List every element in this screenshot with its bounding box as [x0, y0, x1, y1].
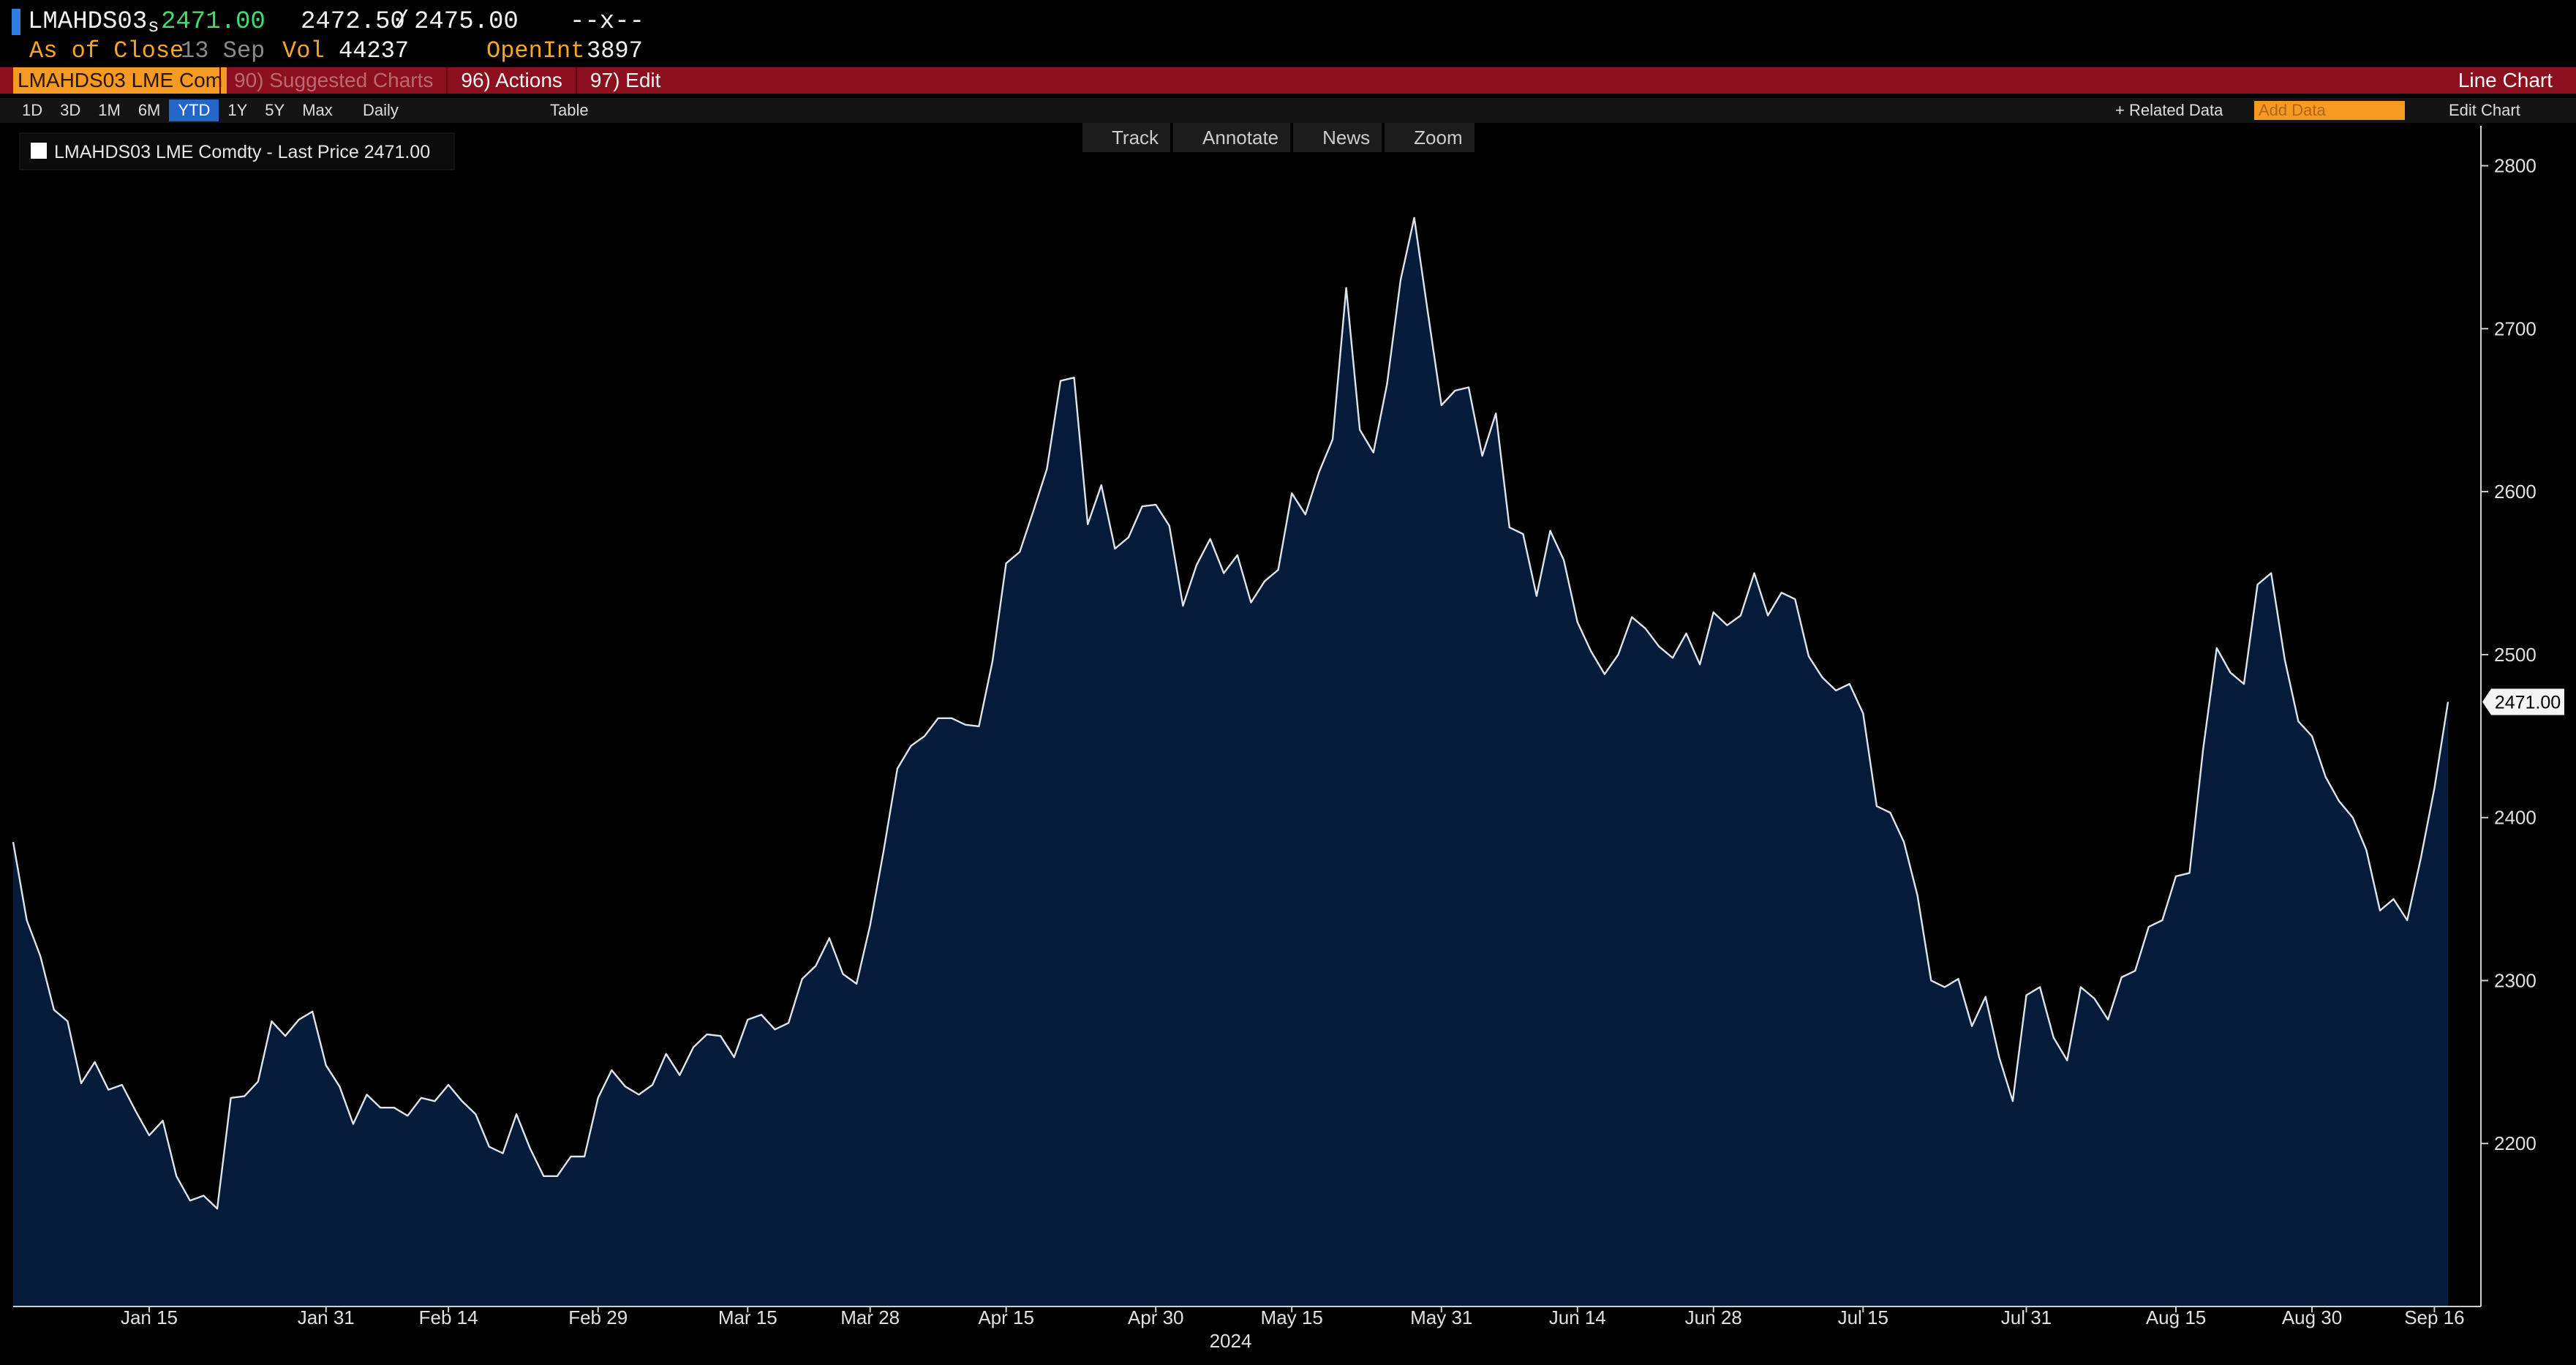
y-tick-label: 2700	[2494, 317, 2537, 339]
x-tick-label: Sep 16	[2404, 1306, 2464, 1328]
last-value-tag	[2482, 688, 2564, 715]
x-tick-label: May 15	[1261, 1306, 1323, 1328]
oi-label: OpenInt	[486, 37, 585, 64]
change: --x--	[570, 8, 645, 36]
ask: 2475.00	[414, 8, 519, 36]
security-field[interactable]: LMAHDS03 LME Com	[13, 67, 227, 94]
chart-kind[interactable]: Line Chart	[2458, 69, 2553, 91]
x-tick-label: May 31	[1410, 1306, 1472, 1328]
chart-tools: Track Annotate News Zoom	[1082, 123, 1477, 152]
as-of-date: 13 Sep	[181, 37, 265, 64]
tool-button[interactable]: News	[1293, 123, 1382, 152]
y-tick-label: 2400	[2494, 807, 2537, 829]
menu-item[interactable]: 96) Actions	[446, 67, 576, 94]
y-tick-label: 2500	[2494, 644, 2537, 666]
menu-item[interactable]: 97) Edit	[575, 67, 674, 94]
menu-item[interactable]: 90) Suggested Charts	[219, 67, 446, 94]
ticker: LMAHDS03	[28, 8, 148, 36]
x-tick-label: Jan 31	[298, 1306, 355, 1328]
legend-swatch	[31, 143, 47, 159]
range-button[interactable]: 1M	[98, 101, 121, 119]
vol-label: Vol	[282, 37, 325, 64]
vol: 44237	[339, 37, 410, 64]
x-tick-label: Feb 29	[568, 1306, 628, 1328]
x-tick-label: Mar 28	[840, 1306, 900, 1328]
last-price: 2471.00	[161, 8, 265, 36]
range-button[interactable]: 1Y	[227, 101, 248, 119]
range-buttons: 1D 3D 1M 6M YTD 1Y 5Y Max	[13, 99, 342, 121]
price-flag: s	[148, 15, 159, 37]
range-button[interactable]: 6M	[138, 101, 161, 119]
x-axis-label: 2024	[1210, 1330, 1252, 1352]
range-button[interactable]: 5Y	[265, 101, 285, 119]
frequency-button[interactable]: Daily	[363, 101, 399, 119]
range-button[interactable]: 3D	[60, 101, 81, 119]
range-button[interactable]: 1D	[22, 101, 43, 119]
x-tick-label: Jun 14	[1549, 1306, 1606, 1328]
x-tick-label: Jul 31	[2001, 1306, 2052, 1328]
x-tick-label: Aug 30	[2282, 1306, 2342, 1328]
y-tick-label: 2800	[2494, 155, 2537, 177]
x-tick-label: Apr 15	[978, 1306, 1034, 1328]
separator: /	[394, 8, 410, 36]
last-value-label: 2471.00	[2495, 692, 2561, 712]
tool-button[interactable]: Track	[1082, 123, 1171, 152]
y-tick-label: 2200	[2494, 1132, 2537, 1154]
x-tick-label: Jun 28	[1685, 1306, 1742, 1328]
legend-label: LMAHDS03 LME Comdty - Last Price 2471.00	[54, 142, 430, 162]
oi: 3897	[587, 37, 643, 64]
x-tick-label: Apr 30	[1128, 1306, 1184, 1328]
x-tick-label: Aug 15	[2146, 1306, 2206, 1328]
add-data-input[interactable]: Add Data	[2254, 101, 2405, 120]
bid: 2472.50	[301, 8, 405, 36]
edit-chart-button[interactable]: Edit Chart	[2449, 101, 2520, 119]
table-button[interactable]: Table	[550, 101, 589, 119]
tool-button[interactable]: Annotate	[1173, 123, 1291, 152]
as-of-label: As of Close	[29, 37, 184, 64]
ticker-marker	[12, 9, 20, 35]
y-tick-label: 2600	[2494, 481, 2537, 503]
x-tick-label: Jan 15	[121, 1306, 178, 1328]
x-tick-label: Mar 15	[718, 1306, 777, 1328]
line	[12, 217, 2449, 1210]
menu-items: 90) Suggested Charts 96) Actions 97) Edit	[219, 67, 674, 94]
x-tick-label: Feb 14	[419, 1306, 478, 1328]
y-tick-label: 2300	[2494, 969, 2537, 991]
legend-box	[19, 132, 455, 170]
related-data-button[interactable]: + Related Data	[2115, 101, 2223, 119]
tool-button[interactable]: Zoom	[1385, 123, 1475, 152]
area	[13, 217, 2448, 1306]
range-button[interactable]: YTD	[169, 99, 219, 121]
menu-bar: LMAHDS03 LME Com 90) Suggested Charts 96)…	[0, 67, 2576, 94]
toolbar: 1D 3D 1M 6M YTD 1Y 5Y Max Daily Table + Related…	[0, 98, 2576, 123]
x-tick-label: Jul 15	[1838, 1306, 1888, 1328]
range-button[interactable]: Max	[302, 101, 333, 119]
